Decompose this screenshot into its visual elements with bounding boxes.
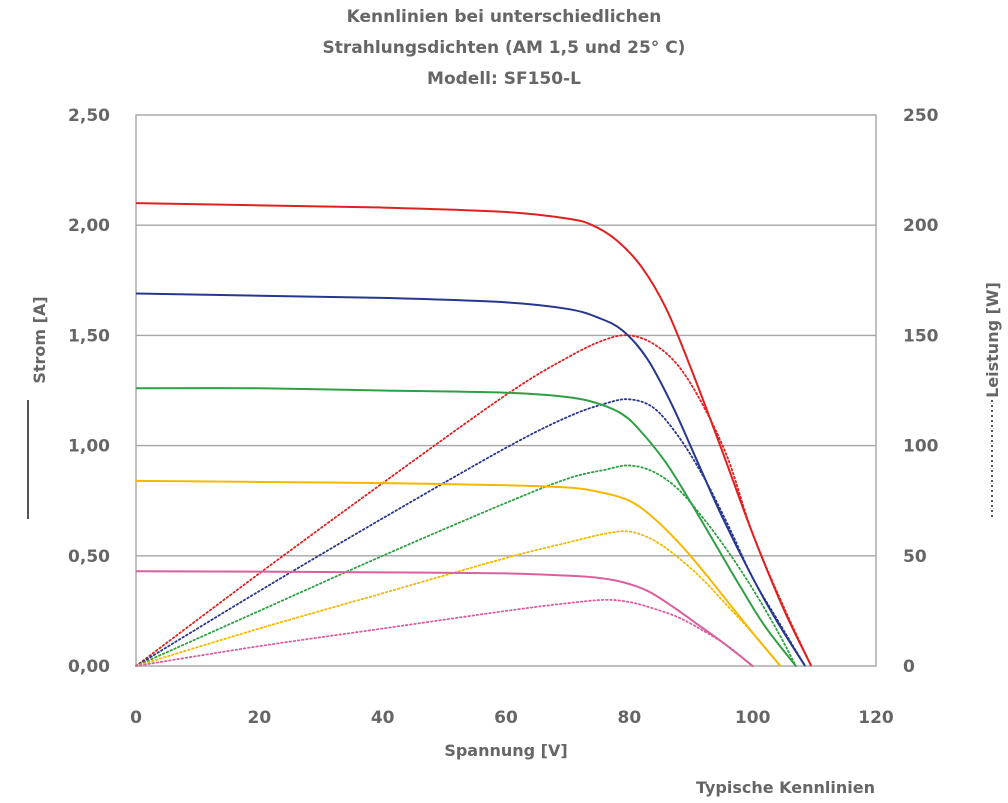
power-curve-2 bbox=[135, 398, 806, 667]
power-curve-4 bbox=[135, 530, 782, 667]
current-curve-5 bbox=[135, 570, 754, 667]
chart-footnote: Typische Kennlinien bbox=[696, 778, 875, 797]
current-curve-2 bbox=[135, 292, 806, 667]
y2-tick-label: 50 bbox=[903, 547, 927, 567]
x-tick-label: 80 bbox=[617, 708, 641, 728]
y-tick-label: 2,50 bbox=[68, 106, 110, 126]
chart-title-line-1: Kennlinien bei unterschiedlichen bbox=[347, 7, 662, 27]
x-tick-label: 20 bbox=[247, 708, 271, 728]
y-tick-label: 0,00 bbox=[68, 657, 110, 677]
y-tick-label: 0,50 bbox=[68, 547, 110, 567]
x-tick-label: 100 bbox=[735, 708, 771, 728]
current-curve-1 bbox=[135, 202, 813, 667]
x-tick-label: 0 bbox=[130, 708, 142, 728]
power-curve-3 bbox=[135, 464, 797, 667]
plot-frame bbox=[135, 114, 877, 667]
power-curve-1 bbox=[135, 334, 813, 667]
y2-tick-label: 100 bbox=[903, 437, 939, 457]
chart-title-line-2: Strahlungsdichten (AM 1,5 und 25° C) bbox=[323, 38, 686, 58]
current-curve-3 bbox=[135, 387, 797, 667]
y-axis-title: Strom [A] bbox=[30, 296, 49, 383]
y-tick-label: 1,50 bbox=[68, 326, 110, 346]
x-tick-label: 60 bbox=[494, 708, 518, 728]
x-tick-label: 120 bbox=[858, 708, 894, 728]
power-curve-5 bbox=[135, 598, 754, 667]
y-tick-label: 2,00 bbox=[68, 216, 110, 236]
y2-tick-label: 250 bbox=[903, 106, 939, 126]
y2-tick-label: 200 bbox=[903, 216, 939, 236]
y2-axis-title: Leistung [W] bbox=[983, 282, 1002, 398]
x-axis-title: Spannung [V] bbox=[444, 741, 567, 760]
y-tick-label: 1,00 bbox=[68, 437, 110, 457]
y2-tick-label: 150 bbox=[903, 326, 939, 346]
y-axis-ticks: 0,00 0,50 1,00 1,50 2,00 2,50 bbox=[68, 106, 110, 677]
gridlines bbox=[136, 224, 876, 557]
y2-tick-label: 0 bbox=[903, 657, 915, 677]
chart-title-line-3: Modell: SF150-L bbox=[427, 69, 581, 89]
y2-axis-ticks: 0 50 100 150 200 250 bbox=[903, 106, 939, 677]
series-lines bbox=[135, 202, 813, 667]
current-curve-4 bbox=[135, 479, 782, 667]
x-tick-label: 40 bbox=[371, 708, 395, 728]
x-axis-ticks: 0 20 40 60 80 100 120 bbox=[130, 708, 894, 728]
